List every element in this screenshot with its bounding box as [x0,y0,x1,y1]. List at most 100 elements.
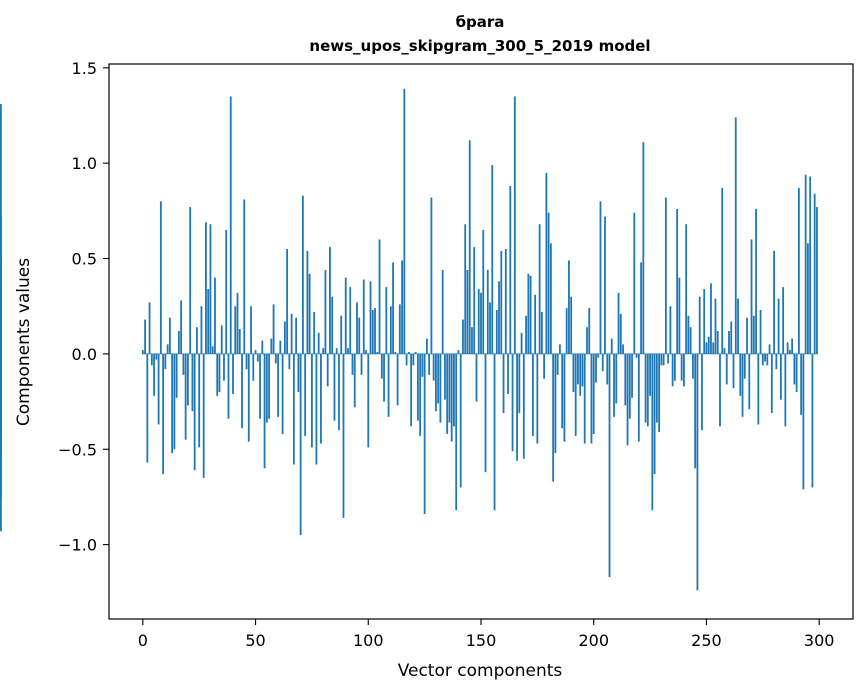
bar [804,174,807,354]
bar [604,216,606,354]
bar [572,353,575,393]
bar [380,353,383,379]
bar [565,308,568,354]
bar [549,243,552,354]
bar [498,281,500,354]
bar [421,353,424,377]
bar [164,353,167,370]
bar [653,353,656,475]
bar [419,353,422,436]
bar [619,313,622,354]
bar [471,327,473,354]
bar [283,321,286,354]
bar [622,344,624,354]
bar [795,353,798,393]
bar [468,140,471,354]
chart-title: бpara [456,13,505,31]
bar [189,207,192,354]
bar [534,294,537,354]
bar [362,279,365,354]
bar [216,353,219,396]
bar [0,214,2,354]
bar [556,353,559,375]
bar [247,353,250,442]
bar [768,344,771,354]
bar [660,353,663,366]
bar [577,353,579,385]
bar [739,353,742,396]
bar [658,353,661,433]
bar [592,353,595,434]
bar [232,353,234,394]
bar [432,353,435,381]
bar [416,353,419,421]
bar [407,351,410,354]
bar [486,269,489,354]
bar [680,353,683,381]
bar [286,249,289,354]
bar [423,353,426,515]
y-tick-label: 0.0 [72,345,97,364]
bar [525,315,527,354]
bar [268,353,270,419]
bar [347,348,349,354]
bar [389,306,392,354]
bar [304,353,307,436]
bar [241,353,243,429]
bar [800,353,803,415]
bar [511,353,514,452]
bar [520,332,523,354]
bar [554,353,557,454]
bar [662,353,665,366]
bar [333,353,336,421]
bar [338,353,340,431]
bar [743,353,746,379]
bar [207,289,210,354]
bar [405,353,408,366]
bar [694,353,697,469]
bar [703,289,706,354]
bar [453,353,455,427]
bar [669,306,672,354]
bar [272,304,275,354]
bar [509,186,512,354]
bar [270,338,273,354]
bar [671,353,674,387]
bar [473,247,476,354]
bar [649,353,651,396]
bar [705,342,708,354]
bar [757,353,760,425]
bar [342,353,345,518]
y-tick-label: −0.5 [58,440,97,459]
bar [588,308,591,354]
bar [748,353,751,410]
bar [159,201,162,354]
bar [788,350,791,354]
bar [721,187,724,354]
bar [326,353,329,387]
bar [340,315,343,354]
bar [761,353,764,366]
bar [813,193,816,354]
bar [802,353,805,490]
bar [644,353,647,423]
bar [599,201,602,354]
bar [198,353,201,448]
bar [723,348,726,354]
bar [369,281,372,354]
bar [734,117,737,354]
bar [529,275,532,354]
y-tick-label: 0.5 [72,250,97,269]
bar [750,239,753,354]
bar [637,353,640,442]
bar [168,317,171,354]
bar [590,353,593,444]
bar [446,353,449,434]
bar [259,353,261,419]
bar [617,292,620,354]
bar [351,353,354,375]
bar [579,353,582,396]
bar [166,344,169,354]
bar [191,353,194,412]
x-tick-label: 0 [138,631,148,650]
